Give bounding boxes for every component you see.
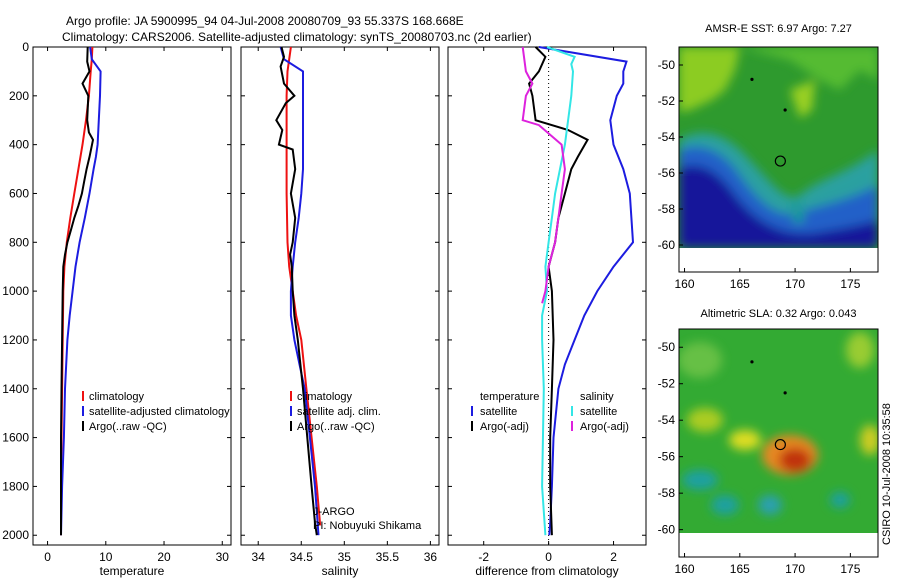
legend-label: Argo(-adj) [580,421,629,433]
map-x-tick-label: 175 [840,277,860,291]
series-line-satellite-adj-clim- [279,46,320,536]
legend-label: satellite [480,406,517,418]
argo-position-marker [774,438,786,451]
y-tick-label: 800 [9,235,29,249]
x-tick-label: 10 [99,550,113,564]
y-tick-label: 400 [9,138,29,152]
legend-heading: temperature [480,391,539,403]
map-x-tick-label: 160 [675,277,695,291]
x-tick-label: 34.5 [290,550,314,564]
map-y-tick-label: -52 [658,94,676,108]
plot-frame [240,46,440,546]
plot-frame [32,46,232,546]
legend-label: satellite-adjusted climatology [89,406,230,418]
map-y-tick-label: -56 [658,166,676,180]
map-title: AMSR-E SST: 6.97 Argo: 7.27 [705,23,852,35]
y-tick-label: 1400 [2,382,29,396]
x-tick-label: -2 [478,550,489,564]
x-axis-label: difference from climatology [475,564,618,578]
annotation-text: PI: Nobuyuki Shikama [313,520,422,532]
x-tick-label: 0 [44,550,51,564]
map-y-tick-label: -50 [658,58,676,72]
x-tick-label: 20 [157,550,171,564]
annotation-text: J-ARGO [313,506,355,518]
x-tick-label: 2 [610,550,617,564]
legend-label: climatology [89,391,145,403]
island-dot [783,391,787,395]
series-line-temperature-satellite [538,46,635,536]
legend-label: satellite [580,406,617,418]
map-frame [678,328,879,558]
map-y-tick-label: -54 [658,130,676,144]
figure-title-line1: Argo profile: JA 5900995_94 04-Jul-2008 … [66,14,464,28]
island-dot [750,77,754,81]
series-line-argo-raw-qc- [275,46,318,536]
x-axis-label: temperature [100,564,165,578]
map-y-tick-label: -54 [658,413,676,427]
island-dot [783,108,787,112]
map-y-tick-label: -50 [658,340,676,354]
argo-position-marker [774,155,786,167]
map-y-tick-label: -56 [658,450,676,464]
x-tick-label: 30 [216,550,230,564]
island-dot [750,360,754,364]
series-line-climatology [285,46,322,526]
map-x-tick-label: 160 [675,562,695,576]
y-tick-label: 200 [9,89,29,103]
x-tick-label: 36 [424,550,438,564]
y-tick-label: 1800 [2,479,29,493]
series-line-argo-raw-qc- [60,46,95,536]
map-x-tick-label: 170 [785,277,805,291]
y-tick-label: 600 [9,186,29,200]
sla-map-field [679,329,878,533]
map-x-tick-label: 165 [730,562,750,576]
map-y-tick-label: -52 [658,377,676,391]
profile-panel-2: 34 34.5 35 35.5 36 salinity J-ARGO PI: Nobuyuki… [240,46,440,578]
x-tick-label: 0 [545,550,552,564]
map-y-tick-label: -58 [658,486,676,500]
series-line-salinity-argo-adj- [521,46,566,304]
map-y-tick-label: -60 [658,238,676,252]
map-y-tick-label: -58 [658,202,676,216]
legend-label: climatology [297,391,353,403]
legend-label: Argo(-adj) [480,421,529,433]
map-frame [678,46,879,273]
y-tick-label: 1000 [2,284,29,298]
series-line-satellite-adjusted-climatology [60,46,102,536]
x-tick-label: 34 [252,550,266,564]
legend-label: Argo(..raw -QC) [297,421,375,433]
legend-label: satellite adj. clim. [297,406,381,418]
profile-panel-1: 0 10 20 30 0 200 400 600 800 1000 1200 1400 1600 1800… [2,40,232,578]
legend-label: Argo(..raw -QC) [89,421,167,433]
sst-map-field [679,47,878,248]
map-x-tick-label: 165 [730,277,750,291]
series-line-temperature-argo-adj- [528,46,589,536]
map-x-tick-label: 175 [840,562,860,576]
series-line-salinity-satellite [541,46,576,536]
x-axis-label: salinity [322,564,359,578]
map-title: Altimetric SLA: 0.32 Argo: 0.043 [701,308,857,320]
map-panel-2: Altimetric SLA: 0.32 Argo: 0.043 160 165 17… [658,308,879,576]
map-y-tick-label: -60 [658,523,676,537]
credit-label: CSIRO 10-Jul-2008 10:35:58 [881,403,893,545]
y-tick-label: 2000 [2,528,29,542]
y-tick-label: 1200 [2,333,29,347]
y-tick-label: 0 [22,40,29,54]
map-x-tick-label: 170 [785,562,805,576]
x-tick-label: 35.5 [376,550,400,564]
y-tick-label: 1600 [2,431,29,445]
x-tick-label: 35 [338,550,352,564]
map-panel-1: AMSR-E SST: 6.97 Argo: 7.27 160 165 170 175 -… [658,23,879,291]
figure-title-line2: Climatology: CARS2006. Satellite-adjuste… [62,30,532,44]
legend-heading: salinity [580,391,614,403]
